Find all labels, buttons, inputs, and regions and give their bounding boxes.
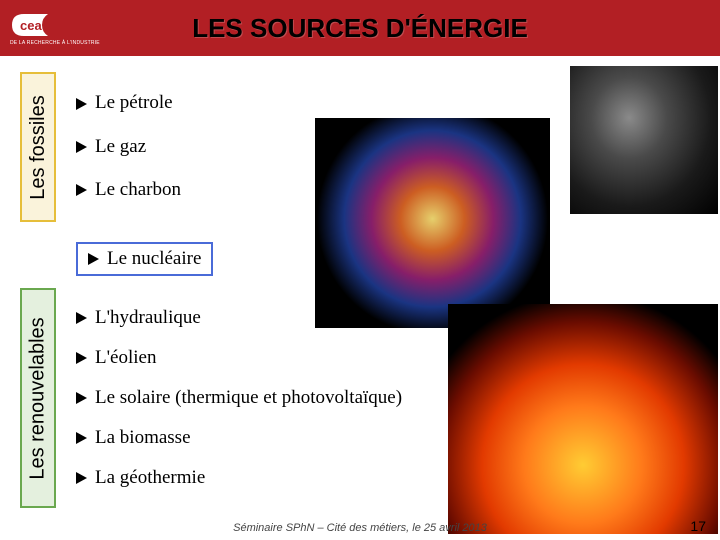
list-item: La géothermie	[76, 466, 402, 491]
list-item: La biomasse	[76, 426, 402, 451]
list-item: L'éolien	[76, 346, 402, 371]
fossiles-list: Le pétrole Le gaz Le charbon	[76, 72, 181, 222]
list-item-label: Le solaire (thermique et photovoltaïque)	[95, 386, 402, 411]
section-renouvelables: Les renouvelables L'hydraulique L'éolien…	[20, 288, 700, 508]
fossiles-label: Les fossiles	[27, 95, 50, 200]
bullet-icon	[76, 141, 87, 153]
list-item-label: Le pétrole	[95, 91, 173, 116]
section-fossiles: Les fossiles Le pétrole Le gaz Le charbo…	[20, 72, 700, 222]
renouvelables-label-box: Les renouvelables	[20, 288, 56, 508]
logo-subtext: DE LA RECHERCHE À L'INDUSTRIE	[10, 40, 100, 46]
list-item-label: La biomasse	[95, 426, 191, 451]
bullet-icon	[76, 432, 87, 444]
cea-logo-icon: cea	[10, 10, 52, 40]
bullet-icon	[76, 312, 87, 324]
bullet-icon	[76, 184, 87, 196]
list-item: Le charbon	[76, 178, 181, 203]
renouvelables-list: L'hydraulique L'éolien Le solaire (therm…	[76, 288, 402, 508]
list-item: L'hydraulique	[76, 306, 402, 331]
nuclear-label: Le nucléaire	[107, 248, 201, 270]
list-item-label: L'éolien	[95, 346, 156, 371]
page-number: 17	[690, 518, 706, 534]
list-item: Le gaz	[76, 135, 181, 160]
list-item-label: Le charbon	[95, 178, 181, 203]
content-area: Les fossiles Le pétrole Le gaz Le charbo…	[0, 56, 720, 526]
bullet-icon	[76, 98, 87, 110]
fossiles-label-box: Les fossiles	[20, 72, 56, 222]
footer-text: Séminaire SPhN – Cité des métiers, le 25…	[0, 522, 720, 534]
list-item-label: La géothermie	[95, 466, 205, 491]
bullet-icon	[76, 352, 87, 364]
bullet-icon	[76, 392, 87, 404]
nuclear-box: Le nucléaire	[76, 242, 213, 276]
renouvelables-label: Les renouvelables	[27, 317, 50, 479]
page-title: LES SOURCES D'ÉNERGIE	[192, 13, 528, 44]
bullet-icon	[88, 253, 99, 265]
list-item-label: L'hydraulique	[95, 306, 201, 331]
list-item-label: Le gaz	[95, 135, 146, 160]
header-bar: cea DE LA RECHERCHE À L'INDUSTRIE LES SO…	[0, 0, 720, 56]
bullet-icon	[76, 472, 87, 484]
list-item: Le pétrole	[76, 91, 181, 116]
logo: cea DE LA RECHERCHE À L'INDUSTRIE	[0, 6, 110, 50]
svg-text:cea: cea	[20, 18, 42, 33]
list-item: Le solaire (thermique et photovoltaïque)	[76, 386, 402, 411]
